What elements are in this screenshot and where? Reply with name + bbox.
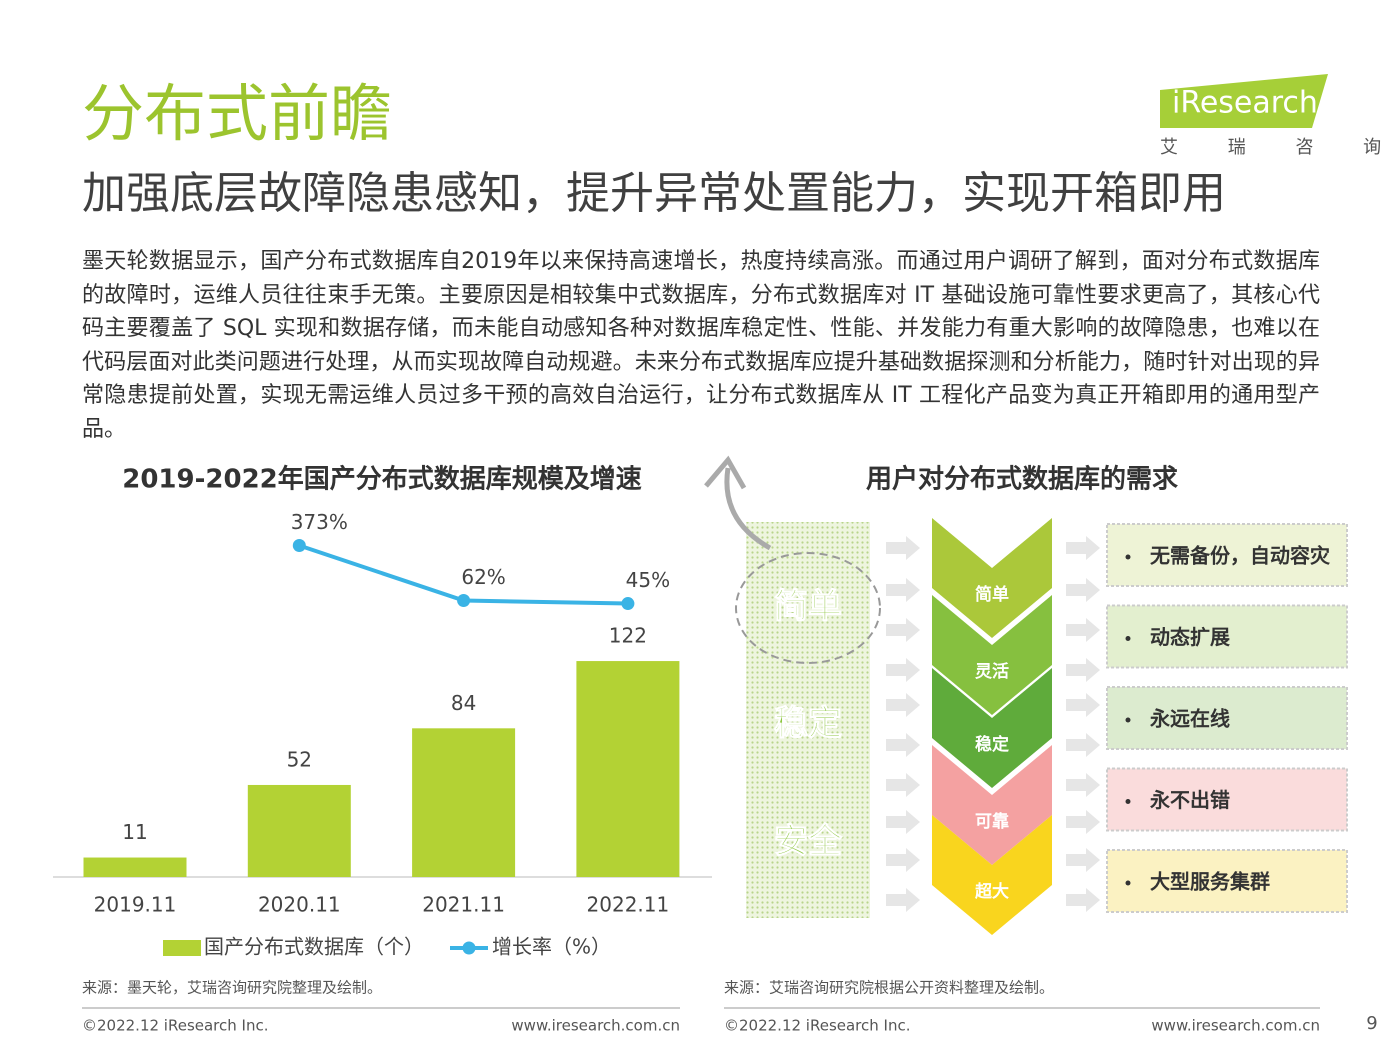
growth-point — [457, 594, 471, 608]
gray-arrow — [886, 578, 920, 602]
growth-point — [292, 538, 306, 552]
arrow-head — [704, 455, 747, 490]
bar-label: 122 — [609, 624, 647, 648]
chevron-label: 可靠 — [975, 811, 1009, 832]
gray-arrow — [1066, 888, 1100, 912]
need-label: 无需备份，自动容灾 — [1150, 544, 1330, 568]
gray-arrow — [886, 693, 920, 717]
logo: iResearch — [1172, 86, 1318, 121]
need-label: 永不出错 — [1149, 788, 1230, 812]
bar — [247, 784, 351, 877]
bullet — [1125, 554, 1131, 560]
logo-bg — [1160, 74, 1328, 128]
bullet — [1125, 880, 1131, 886]
bar-label: 84 — [451, 691, 476, 715]
gray-arrow — [886, 733, 920, 757]
bar — [576, 661, 680, 877]
legend-dot — [462, 941, 476, 955]
gray-arrow — [886, 536, 920, 560]
subtitle: 加强底层故障隐患感知，提升异常处置能力，实现开箱即用 — [82, 168, 1226, 219]
need-label: 动态扩展 — [1150, 625, 1230, 649]
gray-arrow — [1066, 693, 1100, 717]
gray-arrow — [886, 810, 920, 834]
pillar-label: 安全 — [774, 822, 843, 862]
gray-arrow — [1066, 733, 1100, 757]
body-text: 墨天轮数据显示，国产分布式数据库自2019年以来保持高速增长，热度持续高涨。而通… — [82, 249, 1320, 442]
bullet — [1125, 717, 1131, 723]
bar — [83, 857, 187, 877]
gray-arrow — [886, 618, 920, 642]
source: 来源：艾瑞咨询研究院根据公开资料整理及绘制。 — [724, 979, 1054, 997]
growth-label: 373% — [291, 510, 348, 534]
x-tick-label: 2019.11 — [94, 893, 177, 917]
growth-label: 45% — [626, 568, 670, 592]
need-label: 大型服务集群 — [1150, 870, 1270, 894]
legend-label: 国产分布式数据库（个） — [204, 935, 424, 959]
legend-label: 增长率（%） — [492, 935, 611, 959]
url: www.iresearch.com.cn — [1151, 1017, 1320, 1035]
gray-arrow — [1066, 618, 1100, 642]
gray-arrow — [1066, 773, 1100, 797]
pillar-label: 稳定 — [774, 704, 842, 744]
pillar-column — [746, 522, 870, 918]
growth-label: 62% — [461, 565, 505, 589]
need-box — [1106, 604, 1348, 669]
copyright: ©2022.12 iResearch Inc. — [724, 1017, 910, 1035]
gray-arrow — [1066, 848, 1100, 872]
source: 来源：墨天轮，艾瑞咨询研究院整理及绘制。 — [82, 979, 382, 997]
need-label: 永远在线 — [1149, 707, 1230, 731]
bar — [412, 728, 516, 877]
chart-title: 2019-2022年国产分布式数据库规模及增速 — [122, 464, 642, 495]
growth-point — [621, 597, 635, 611]
chevron — [932, 518, 1052, 638]
copyright: ©2022.12 iResearch Inc. — [82, 1017, 268, 1035]
title: 分布式前瞻 — [82, 77, 392, 150]
chevron-label: 超大 — [975, 881, 1009, 902]
need-box — [1106, 767, 1348, 832]
gray-arrow — [1066, 658, 1100, 682]
url: www.iresearch.com.cn — [511, 1017, 680, 1035]
gray-arrow — [886, 773, 920, 797]
chevron-label: 灵活 — [975, 661, 1009, 682]
x-tick-label: 2020.11 — [258, 893, 341, 917]
chevron — [932, 668, 1052, 788]
chevron — [932, 745, 1052, 865]
need-box — [1106, 523, 1348, 587]
page-number: 9 — [1366, 1013, 1377, 1034]
chevron-label: 简单 — [975, 584, 1009, 605]
bar-label: 52 — [287, 747, 312, 771]
curved-arrow — [724, 467, 772, 551]
x-tick-label: 2021.11 — [422, 893, 505, 917]
chevron-label: 稳定 — [975, 734, 1009, 755]
bullet — [1125, 636, 1131, 641]
need-box — [1106, 686, 1348, 750]
need-box — [1106, 849, 1348, 913]
diagram-title: 用户对分布式数据库的需求 — [866, 464, 1178, 495]
chevron — [932, 815, 1052, 935]
gray-arrow — [886, 658, 920, 682]
gray-arrow — [886, 888, 920, 912]
highlight-ellipse — [735, 552, 881, 664]
legend-swatch — [163, 940, 201, 956]
gray-arrow — [886, 848, 920, 872]
gray-arrow — [1066, 810, 1100, 834]
pillar-label: 简单 — [774, 587, 842, 627]
bar-label: 11 — [122, 820, 147, 844]
gray-arrow — [1066, 578, 1100, 602]
gray-arrow — [1066, 536, 1100, 560]
bullet — [1125, 799, 1131, 804]
x-tick-label: 2022.11 — [587, 893, 670, 917]
logo-cn: 艾 瑞 咨 询 — [1160, 137, 1400, 158]
chevron — [932, 595, 1052, 715]
